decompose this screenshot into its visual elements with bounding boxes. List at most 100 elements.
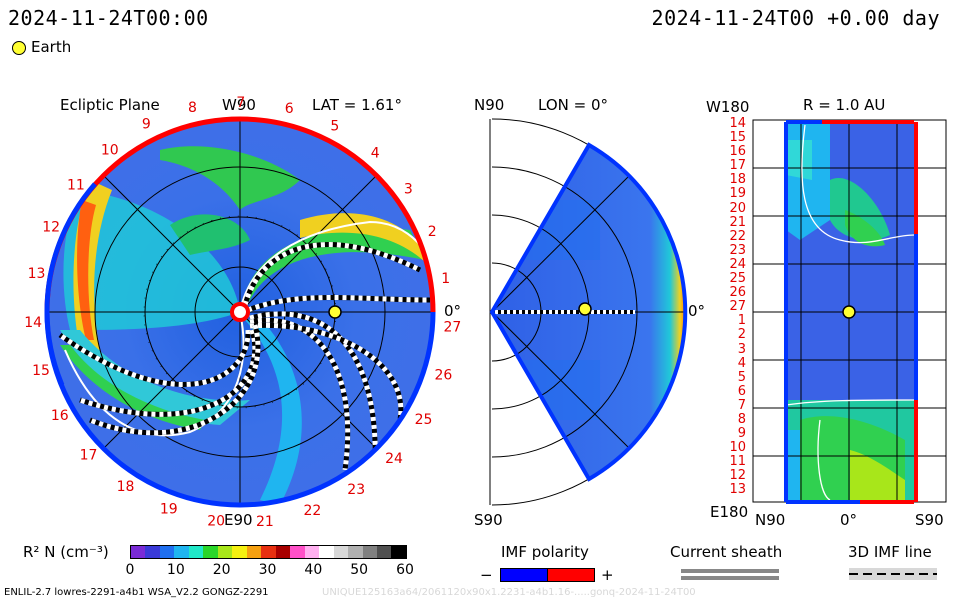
radial-ylabel: 26 xyxy=(729,285,746,301)
meridional-top-label: N90 xyxy=(474,96,505,114)
datetime-right: 2024-11-24T00 +0.00 day xyxy=(651,6,940,30)
imf-line-swatch xyxy=(849,568,937,580)
carrington-label: 7 xyxy=(236,95,245,111)
radial-ylabel: 7 xyxy=(737,397,746,413)
carrington-label: 24 xyxy=(385,451,403,467)
colorbar-tick-label: 40 xyxy=(304,562,323,578)
imf-polarity-negative-swatch xyxy=(500,568,548,582)
radial-ylabel: 12 xyxy=(729,468,746,484)
colorbar-tick-label: 30 xyxy=(258,562,277,578)
radial-ylabel: 14 xyxy=(729,116,746,131)
radial-ylabel: 6 xyxy=(737,383,746,399)
earth-marker-icon xyxy=(12,41,26,55)
radial-ylabel: 11 xyxy=(729,454,746,470)
radial-xlabel-n90: N90 xyxy=(755,511,786,529)
radial-earth-icon xyxy=(842,305,856,319)
carrington-label: 15 xyxy=(32,363,50,379)
radial-ylabel: 5 xyxy=(737,369,746,385)
radial-ylabel: 20 xyxy=(729,200,746,216)
ecliptic-bottom-label: E90 xyxy=(224,511,253,529)
radial-ylabel: 16 xyxy=(729,144,746,160)
colorbar-segment xyxy=(145,546,160,558)
meridional-earth-icon xyxy=(578,302,592,316)
colorbar-segment xyxy=(159,546,175,558)
ecliptic-title: Ecliptic Plane xyxy=(60,96,160,114)
ecliptic-lat-label: LAT = 1.61° xyxy=(312,96,402,114)
carrington-label: 2 xyxy=(428,224,437,240)
colorbar-tick-label: 50 xyxy=(350,562,369,578)
radial-xlabel-s90: S90 xyxy=(915,511,944,529)
imf-polarity-minus: − xyxy=(480,566,493,584)
radial-ylabel: 18 xyxy=(729,172,746,188)
meridional-right-label: 0° xyxy=(688,302,706,320)
colorbar-tick-label: 20 xyxy=(212,562,231,578)
meridional-lon-label: LON = 0° xyxy=(538,96,608,114)
radial-xlabel-0: 0° xyxy=(840,511,858,529)
radial-ylabel: 23 xyxy=(729,242,746,258)
colorbar-segment xyxy=(246,546,262,558)
colorbar xyxy=(130,545,407,559)
ecliptic-right-label: 0° xyxy=(444,302,462,320)
carrington-label: 21 xyxy=(256,514,274,530)
ecliptic-top-label: W90 xyxy=(222,96,256,114)
carrington-label: 13 xyxy=(28,266,46,282)
carrington-label: 18 xyxy=(117,479,135,495)
carrington-label: 22 xyxy=(304,503,322,519)
colorbar-segment xyxy=(391,546,406,558)
colorbar-segment xyxy=(348,546,363,558)
radial-ylabel: 4 xyxy=(737,355,746,371)
radial-ylabel: 17 xyxy=(729,158,746,174)
colorbar-segment xyxy=(217,546,233,558)
colorbar-tick-label: 0 xyxy=(125,562,135,578)
current-sheath-title: Current sheath xyxy=(670,543,783,561)
carrington-label: 17 xyxy=(80,447,98,463)
radial-ylabel: 2 xyxy=(737,327,746,343)
colorbar-segment xyxy=(232,546,247,558)
colorbar-segment xyxy=(188,546,204,558)
colorbar-tick-label: 60 xyxy=(396,562,414,578)
colorbar-segment xyxy=(319,546,334,558)
colorbar-segment xyxy=(261,546,276,558)
ecliptic-earth-icon xyxy=(328,305,342,319)
colorbar-segment xyxy=(376,546,392,558)
carrington-label: 9 xyxy=(142,116,151,132)
colorbar-segment xyxy=(362,546,377,558)
current-sheath-line-2 xyxy=(681,576,779,580)
carrington-label: 12 xyxy=(42,220,60,236)
radial-ylabel: 3 xyxy=(737,341,746,357)
imf-polarity-plus: + xyxy=(601,566,614,584)
imf-line-title: 3D IMF line xyxy=(848,543,932,561)
radial-ylabel: 15 xyxy=(729,130,746,146)
carrington-label: 27 xyxy=(444,320,462,336)
colorbar-segment xyxy=(174,546,189,558)
current-sheath-line-1 xyxy=(681,569,779,573)
carrington-label: 5 xyxy=(330,118,339,134)
imf-polarity-title: IMF polarity xyxy=(501,543,589,561)
carrington-label: 20 xyxy=(207,513,225,529)
colorbar-segment xyxy=(333,546,349,558)
colorbar-tick-label: 10 xyxy=(166,562,185,578)
colorbar-label: R² N (cm⁻³) xyxy=(23,543,109,561)
carrington-label: 14 xyxy=(24,315,42,331)
carrington-label: 10 xyxy=(101,143,119,159)
colorbar-segment xyxy=(290,546,305,558)
radial-ylabels: 14 15 16 17 18 19 20 21 22 23 24 25 26 27 1 2 3 4 5 6 7 8 9 10 1… xyxy=(726,116,746,498)
carrington-label: 16 xyxy=(51,408,69,424)
radial-ylabel: 9 xyxy=(737,426,746,442)
radial-title: R = 1.0 AU xyxy=(803,96,886,114)
colorbar-ticks: 0 10 20 30 40 50 60 xyxy=(126,562,414,582)
carrington-label: 8 xyxy=(188,100,197,116)
footer-right: UNIQUE125163a64/2061120x90x1.2231-a4b1.1… xyxy=(322,587,696,598)
radial-top-label: W180 xyxy=(706,98,750,116)
carrington-label: 25 xyxy=(415,412,433,428)
carrington-label: 11 xyxy=(67,178,85,194)
radial-ylabel: 8 xyxy=(737,411,746,427)
imf-polarity-positive-swatch xyxy=(547,568,595,582)
radial-bottom-label: E180 xyxy=(710,503,749,521)
datetime-left: 2024-11-24T00:00 xyxy=(8,6,209,30)
radial-ylabel: 27 xyxy=(729,299,746,315)
radial-ylabel: 24 xyxy=(729,256,746,272)
footer-left: ENLIL-2.7 lowres-2291-a4b1 WSA_V2.2 GONG… xyxy=(4,587,269,598)
